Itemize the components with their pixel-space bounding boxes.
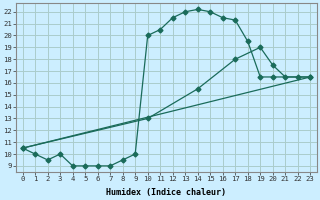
X-axis label: Humidex (Indice chaleur): Humidex (Indice chaleur) <box>107 188 227 197</box>
